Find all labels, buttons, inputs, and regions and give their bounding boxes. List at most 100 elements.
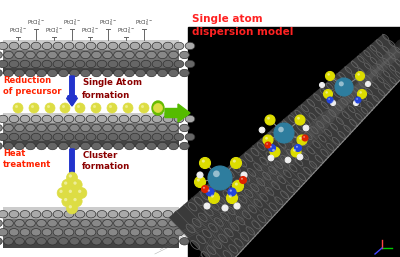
- Ellipse shape: [86, 210, 96, 218]
- Circle shape: [222, 205, 228, 211]
- Bar: [3, 63, 179, 65]
- Ellipse shape: [185, 228, 195, 236]
- Ellipse shape: [114, 124, 123, 132]
- Ellipse shape: [92, 51, 101, 59]
- Ellipse shape: [31, 60, 41, 68]
- Bar: [3, 235, 179, 237]
- Bar: [3, 241, 179, 243]
- Bar: [3, 245, 179, 247]
- Ellipse shape: [119, 228, 129, 236]
- Ellipse shape: [20, 133, 30, 141]
- Bar: [3, 126, 179, 128]
- Circle shape: [123, 103, 133, 113]
- Ellipse shape: [130, 42, 140, 50]
- Ellipse shape: [174, 210, 184, 218]
- Circle shape: [296, 146, 298, 148]
- Ellipse shape: [141, 210, 151, 218]
- Ellipse shape: [31, 133, 41, 141]
- Ellipse shape: [64, 42, 74, 50]
- Bar: [3, 118, 179, 120]
- Ellipse shape: [64, 60, 74, 68]
- Ellipse shape: [64, 133, 74, 141]
- Ellipse shape: [64, 228, 74, 236]
- Ellipse shape: [92, 69, 101, 77]
- Bar: [3, 115, 179, 117]
- Ellipse shape: [15, 69, 24, 77]
- Ellipse shape: [108, 133, 118, 141]
- Circle shape: [304, 126, 306, 128]
- Ellipse shape: [15, 219, 24, 227]
- Ellipse shape: [26, 219, 35, 227]
- Ellipse shape: [0, 228, 8, 236]
- Circle shape: [213, 170, 220, 177]
- Ellipse shape: [9, 115, 19, 123]
- Ellipse shape: [86, 60, 96, 68]
- Ellipse shape: [48, 51, 57, 59]
- Ellipse shape: [152, 115, 162, 123]
- Circle shape: [265, 142, 271, 148]
- Ellipse shape: [163, 42, 173, 50]
- Ellipse shape: [185, 60, 195, 68]
- Ellipse shape: [53, 60, 63, 68]
- Bar: [3, 123, 179, 125]
- Ellipse shape: [141, 133, 151, 141]
- Circle shape: [66, 188, 78, 198]
- Ellipse shape: [42, 133, 52, 141]
- Bar: [3, 233, 179, 235]
- Bar: [3, 133, 179, 135]
- Bar: [3, 219, 179, 222]
- Ellipse shape: [70, 124, 79, 132]
- Circle shape: [297, 117, 300, 120]
- Text: Heat
treatment: Heat treatment: [3, 149, 51, 169]
- Ellipse shape: [108, 115, 118, 123]
- Bar: [3, 213, 179, 216]
- Circle shape: [270, 147, 280, 157]
- Ellipse shape: [86, 133, 96, 141]
- Ellipse shape: [48, 237, 57, 245]
- Ellipse shape: [4, 219, 13, 227]
- Ellipse shape: [4, 237, 13, 245]
- Circle shape: [62, 179, 73, 190]
- Bar: [3, 47, 179, 49]
- Bar: [3, 120, 179, 122]
- Bar: [3, 71, 179, 74]
- Bar: [3, 68, 179, 70]
- Ellipse shape: [125, 142, 134, 150]
- Ellipse shape: [86, 115, 96, 123]
- Ellipse shape: [81, 142, 90, 150]
- Ellipse shape: [4, 124, 13, 132]
- Ellipse shape: [4, 69, 13, 77]
- Circle shape: [107, 103, 117, 113]
- Ellipse shape: [97, 115, 107, 123]
- Circle shape: [268, 155, 274, 161]
- Ellipse shape: [20, 210, 30, 218]
- Ellipse shape: [0, 210, 8, 218]
- Circle shape: [241, 178, 243, 180]
- Ellipse shape: [20, 60, 30, 68]
- Circle shape: [233, 160, 236, 163]
- Circle shape: [269, 156, 271, 158]
- Ellipse shape: [97, 60, 107, 68]
- Circle shape: [208, 192, 220, 204]
- Ellipse shape: [147, 51, 156, 59]
- Circle shape: [356, 71, 364, 80]
- Circle shape: [226, 192, 238, 204]
- Ellipse shape: [9, 42, 19, 50]
- Ellipse shape: [125, 219, 134, 227]
- Circle shape: [73, 198, 77, 201]
- Circle shape: [235, 204, 237, 206]
- Ellipse shape: [169, 124, 178, 132]
- Bar: [3, 207, 179, 209]
- Bar: [3, 131, 179, 133]
- Ellipse shape: [180, 219, 189, 227]
- Ellipse shape: [53, 133, 63, 141]
- Circle shape: [291, 147, 301, 157]
- Circle shape: [299, 137, 302, 140]
- Ellipse shape: [37, 142, 46, 150]
- Circle shape: [60, 103, 70, 113]
- Ellipse shape: [103, 51, 112, 59]
- Ellipse shape: [0, 219, 2, 227]
- Ellipse shape: [185, 133, 195, 141]
- Ellipse shape: [174, 133, 184, 141]
- Ellipse shape: [147, 237, 156, 245]
